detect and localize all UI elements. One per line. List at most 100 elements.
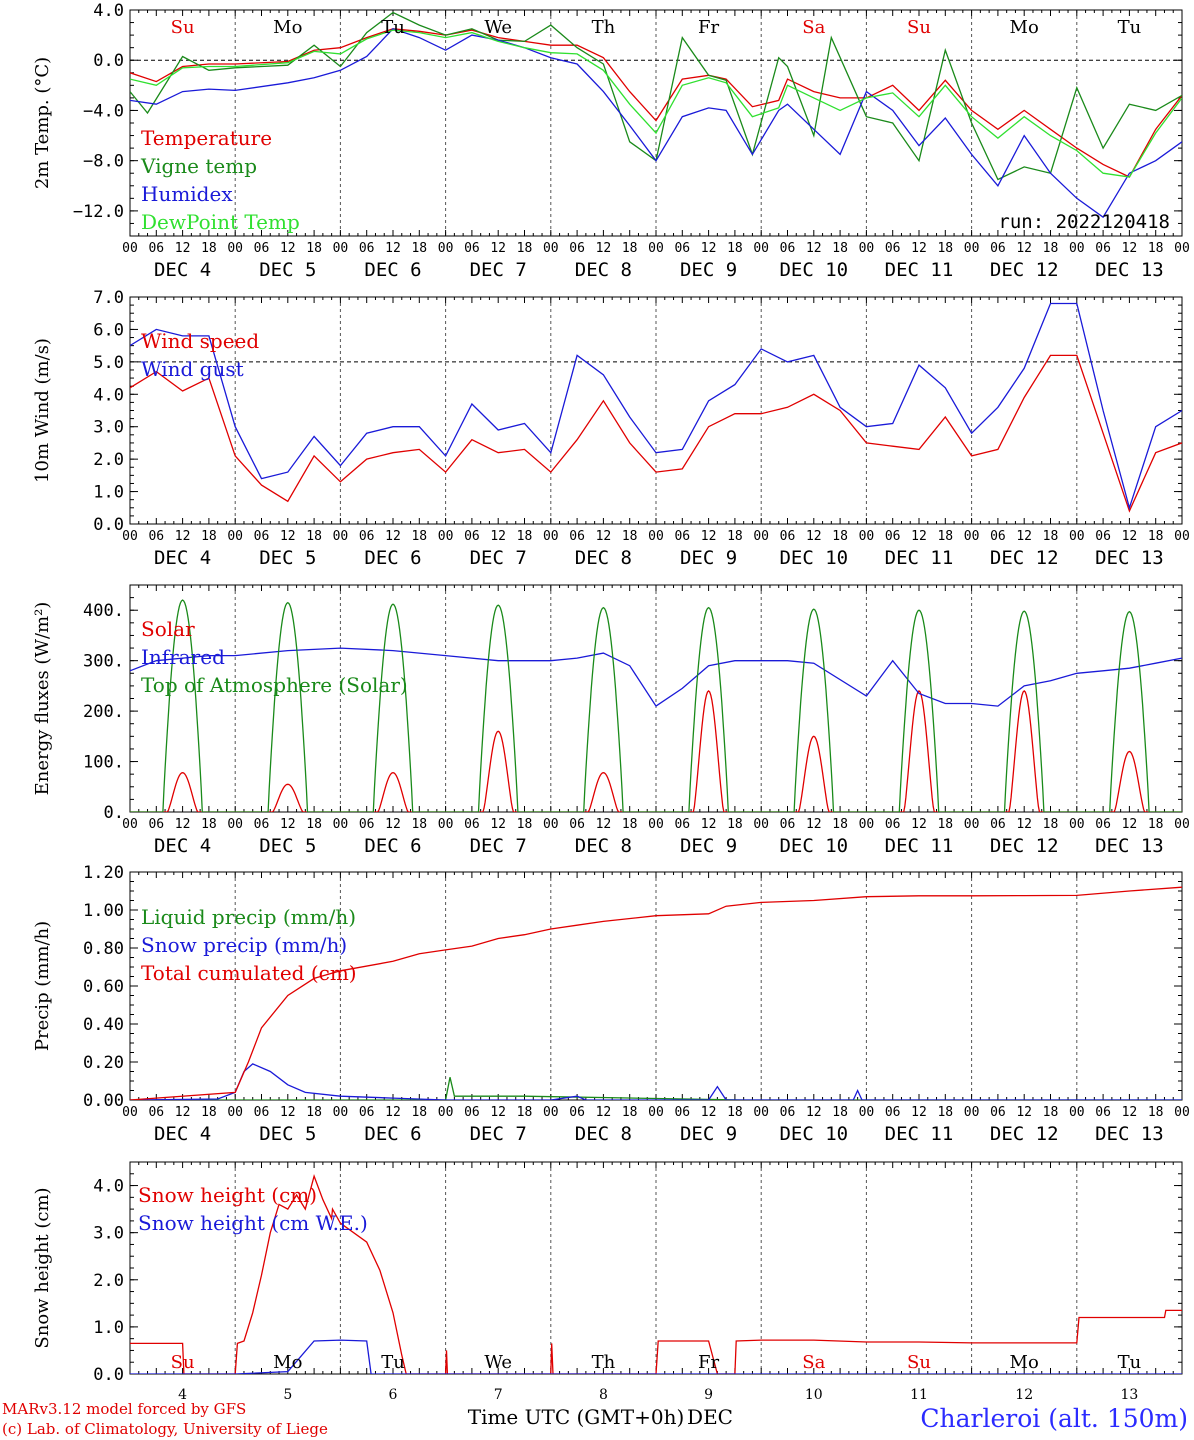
legend-label: Humidex	[141, 182, 233, 206]
x-day-number: 5	[283, 1387, 292, 1403]
day-name-bottom: Mo	[1010, 1352, 1039, 1373]
x-hour-label: 18	[937, 529, 953, 544]
x-hour-label: 12	[280, 529, 296, 544]
x-date-label: DEC 6	[364, 259, 421, 281]
legend-label: Snow height (cm)	[138, 1183, 317, 1207]
x-hour-label: 18	[517, 817, 533, 832]
day-name-top: Tu	[381, 17, 405, 38]
x-hour-label: 12	[1016, 817, 1032, 832]
panel-2: 7.0 6.0 5.0 4.0 3.0 2.0 1.0 0.0 10m Wind (m/s) Wi…	[32, 288, 1190, 569]
x-hour-label: 06	[148, 529, 164, 544]
x-hour-label: 12	[490, 529, 506, 544]
x-date-label: DEC 4	[154, 259, 211, 281]
x-hour-label: 06	[674, 1105, 690, 1120]
x-date-label: DEC 11	[885, 835, 954, 857]
x-date-label: DEC 8	[575, 259, 632, 281]
x-hour-label: 00	[438, 1105, 454, 1120]
x-hour-label: 06	[464, 1105, 480, 1120]
x-hour-label: 12	[1122, 1105, 1138, 1120]
x-hour-label: 18	[306, 1105, 322, 1120]
run-annotation: run: 2022120418	[998, 211, 1170, 233]
x-hour-label: 12	[701, 817, 717, 832]
x-hour-label: 12	[1122, 817, 1138, 832]
x-hour-label: 06	[254, 817, 270, 832]
x-hour-label: 12	[175, 1105, 191, 1120]
x-hour-label: 12	[596, 529, 612, 544]
x-hour-label: 12	[596, 817, 612, 832]
x-hour-label: 06	[990, 1105, 1006, 1120]
station-label: Charleroi (alt. 150m)	[920, 1404, 1188, 1433]
x-hour-label: 12	[490, 817, 506, 832]
x-hour-label: 06	[1095, 1105, 1111, 1120]
x-date-label: DEC 4	[154, 835, 211, 857]
x-date-label: DEC 8	[575, 1123, 632, 1145]
x-hour-label: 06	[1095, 529, 1111, 544]
legend-label: Total cumulated (cm)	[141, 961, 357, 985]
x-hour-label: 00	[227, 817, 243, 832]
x-hour-label: 18	[727, 241, 743, 256]
x-hour-label: 12	[175, 241, 191, 256]
x-hour-label: 06	[780, 817, 796, 832]
x-hour-label: 12	[911, 1105, 927, 1120]
x-hour-label: 00	[227, 1105, 243, 1120]
x-hour-label: 00	[964, 1105, 980, 1120]
x-hour-label: 18	[622, 1105, 638, 1120]
x-day-number: 4	[178, 1387, 187, 1403]
y-tick-label: 1.00	[83, 901, 124, 921]
x-hour-label: 18	[832, 529, 848, 544]
x-date-label: DEC 10	[779, 1123, 848, 1145]
x-hour-label: 12	[385, 817, 401, 832]
x-hour-label: 12	[806, 529, 822, 544]
y-axis-label: Energy fluxes (W/m²)	[32, 602, 53, 796]
y-tick-label: 0.40	[83, 1015, 124, 1035]
day-name-bottom: Tu	[381, 1352, 405, 1373]
series-line-liquid-precip-mm-h	[130, 1077, 1182, 1100]
panel-1: 4.0 0.0 −4.0 −8.0 −12.0 2m Temp. (°C) Temperat…	[32, 1, 1190, 281]
x-hour-label: 12	[1016, 241, 1032, 256]
x-date-label: DEC 11	[885, 259, 954, 281]
x-hour-label: 18	[201, 529, 217, 544]
x-hour-label: 06	[254, 529, 270, 544]
x-day-number: 7	[494, 1387, 503, 1403]
x-hour-label: 12	[490, 241, 506, 256]
y-axis-label: 2m Temp. (°C)	[32, 57, 53, 189]
x-day-number: 12	[1015, 1387, 1033, 1403]
x-hour-label: 12	[175, 817, 191, 832]
x-hour-label: 18	[622, 241, 638, 256]
x-hour-label: 00	[227, 241, 243, 256]
x-hour-label: 18	[1043, 817, 1059, 832]
x-hour-label: 18	[832, 241, 848, 256]
x-date-label: DEC 5	[259, 547, 316, 569]
x-hour-label: 06	[569, 241, 585, 256]
x-hour-label: 12	[806, 241, 822, 256]
x-date-label: DEC 6	[364, 1123, 421, 1145]
x-hour-label: 00	[543, 241, 559, 256]
x-hour-label: 18	[306, 241, 322, 256]
x-hour-label: 00	[753, 817, 769, 832]
x-hour-label: 00	[859, 529, 875, 544]
legend-label: Snow precip (mm/h)	[141, 933, 347, 957]
y-tick-label: −4.0	[83, 101, 124, 121]
y-axis-label: Snow height (cm)	[32, 1187, 53, 1348]
y-tick-label: 3.0	[93, 1224, 124, 1244]
x-hour-label: 06	[464, 241, 480, 256]
x-hour-label: 00	[333, 241, 349, 256]
x-date-label: DEC 12	[990, 547, 1059, 569]
y-tick-label: 100.	[83, 753, 124, 773]
day-name-top: Sa	[802, 17, 825, 38]
x-hour-label: 06	[885, 241, 901, 256]
x-hour-label: 00	[753, 529, 769, 544]
x-hour-label: 06	[674, 817, 690, 832]
series-line-total-cumulated-cm	[130, 886, 1182, 1100]
x-hour-label: 12	[701, 529, 717, 544]
x-date-label: DEC 11	[885, 1123, 954, 1145]
x-date-label: DEC 13	[1095, 259, 1164, 281]
x-hour-label: 00	[648, 1105, 664, 1120]
x-axis-unit: DEC	[687, 1405, 733, 1429]
x-hour-label: 12	[911, 241, 927, 256]
y-tick-label: 0.00	[83, 1091, 124, 1111]
series-line-wind-speed	[130, 354, 1182, 513]
series-line-vigne-temp	[130, 11, 1182, 181]
x-date-label: DEC 4	[154, 547, 211, 569]
